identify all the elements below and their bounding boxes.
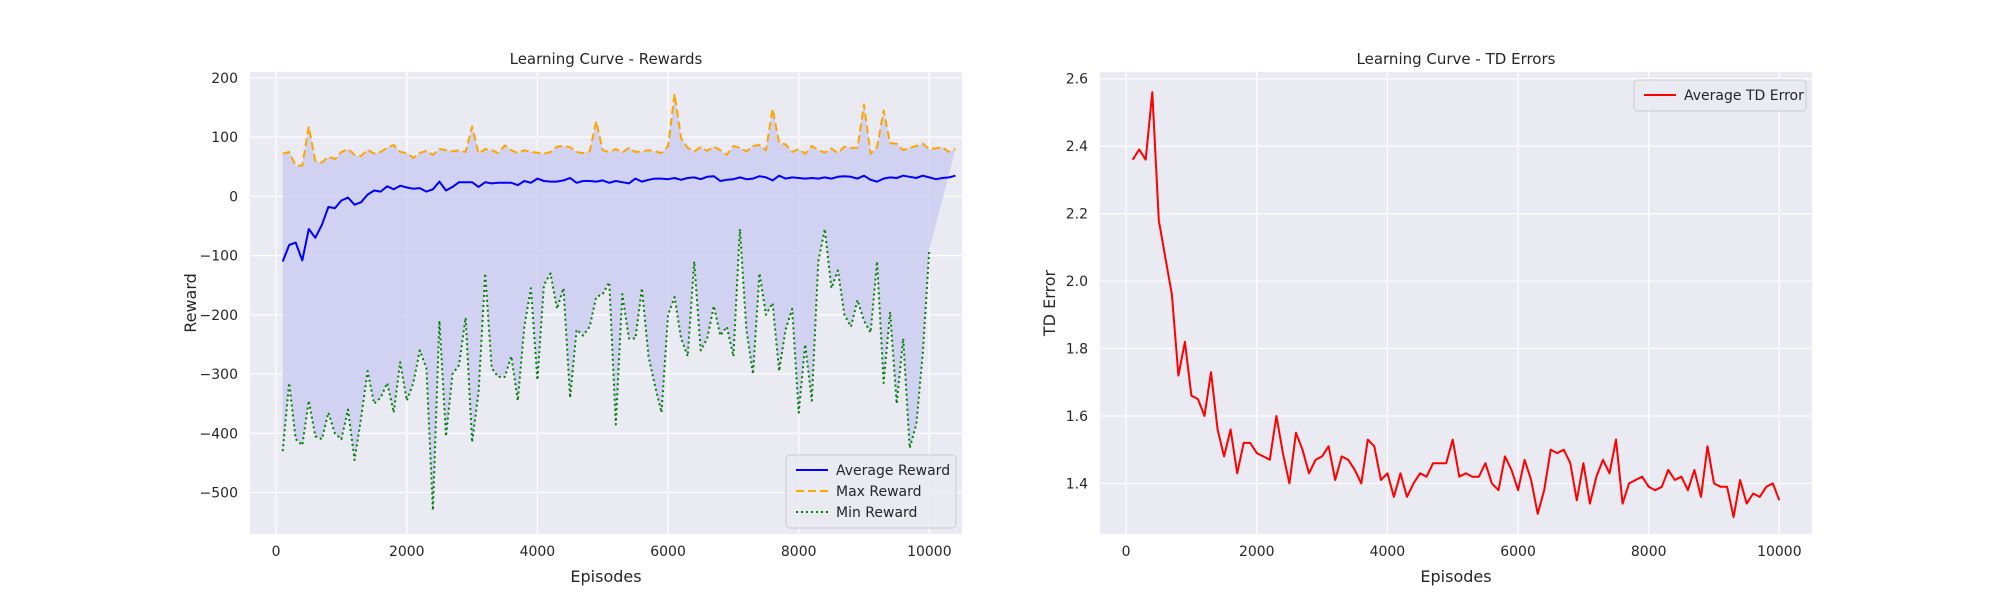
td-error-y-tick-label: 2.6 — [1066, 72, 1088, 88]
td-error-legend: Average TD Error — [1633, 79, 1807, 112]
td-error-y-tick-label: 1.8 — [1066, 342, 1088, 358]
rewards-x-ticks: 0 2000 4000 6000 8000 10000 — [272, 544, 952, 560]
rewards-y-tick-label: −400 — [200, 426, 238, 442]
rewards-legend-label: Max Reward — [836, 484, 922, 500]
rewards-series-min-reward — [281, 228, 931, 512]
td-error-y-tick-label: 1.4 — [1066, 476, 1088, 492]
td-error-y-tick-label: 2.2 — [1066, 207, 1088, 223]
td-error-x-ticks: 0 2000 4000 6000 8000 10000 — [1122, 544, 1802, 560]
td-error-lines — [1131, 91, 1781, 519]
rewards-x-tick-label: 6000 — [650, 544, 686, 560]
td-error-series-average-td-error — [1131, 91, 1781, 519]
td-error-legend-box — [1633, 79, 1807, 112]
td-error-y-ticks: 1.4 1.6 1.8 2.0 2.2 2.4 2.6 — [1066, 72, 1088, 493]
rewards-x-tick-label: 0 — [272, 544, 281, 560]
rewards-y-ticks: −500 −400 −300 −200 −100 0 100 200 — [200, 71, 238, 502]
rewards-chart: 0 2000 4000 6000 8000 10000 −500−400−300−200−… — [181, 50, 962, 586]
rewards-x-tick-label: 8000 — [781, 544, 817, 560]
td-error-x-tick-label: 10000 — [1757, 544, 1802, 560]
td-error-y-tick-label: 2.4 — [1066, 139, 1088, 155]
rewards-lines — [281, 92, 956, 512]
rewards-y-tick-label: −500 — [200, 486, 238, 502]
rewards-x-tick-label: 10000 — [907, 544, 952, 560]
td-error-chart-title: Learning Curve - TD Errors — [1357, 50, 1556, 68]
rewards-series-max-reward — [282, 92, 956, 167]
rewards-legend: Average Reward Max Reward Min Reward — [785, 454, 957, 529]
rewards-series-average-reward — [281, 174, 956, 262]
td-error-x-tick-label: 8000 — [1631, 544, 1667, 560]
td-error-x-tick-label: 4000 — [1370, 544, 1406, 560]
rewards-legend-box — [785, 454, 957, 529]
td-error-legend-label: Average TD Error — [1684, 88, 1804, 104]
td-error-x-tick-label: 0 — [1122, 544, 1131, 560]
td-error-y-tick-label: 2.0 — [1066, 274, 1088, 290]
rewards-chart-title: Learning Curve - Rewards — [510, 50, 703, 68]
rewards-y-tick-label: 0 — [229, 189, 238, 205]
rewards-band — [282, 93, 956, 511]
td-error-y-axis-label: TD Error — [1040, 269, 1059, 337]
rewards-legend-label: Min Reward — [836, 505, 917, 521]
rewards-x-tick-label: 2000 — [389, 544, 425, 560]
rewards-y-tick-label: 200 — [211, 71, 238, 87]
rewards-y-tick-label: −200 — [200, 308, 238, 324]
td-error-grid — [1100, 72, 1812, 534]
rewards-y-axis-label: Reward — [181, 273, 200, 333]
rewards-x-axis-label: Episodes — [570, 567, 641, 586]
rewards-y-tick-label: −100 — [200, 249, 238, 265]
rewards-min-max-band — [282, 93, 956, 511]
td-error-y-tick-label: 1.6 — [1066, 409, 1088, 425]
rewards-y-tick-label: 100 — [211, 130, 238, 146]
td-error-chart: 0 2000 4000 6000 8000 10000 1.4 1.6 1.8 2.0 2.2 2.… — [1040, 50, 1812, 586]
td-error-x-tick-label: 6000 — [1500, 544, 1536, 560]
rewards-x-tick-label: 4000 — [520, 544, 556, 560]
td-error-x-axis-label: Episodes — [1420, 567, 1491, 586]
td-error-x-tick-label: 2000 — [1239, 544, 1275, 560]
rewards-y-tick-label: −300 — [200, 367, 238, 383]
rewards-legend-label: Average Reward — [836, 463, 950, 479]
